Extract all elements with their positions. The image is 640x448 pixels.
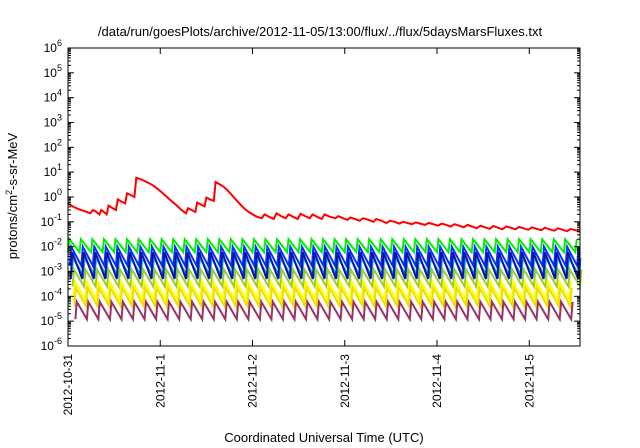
x-tick-label: 2012-11-2	[246, 354, 260, 408]
x-tick-label: 2012-11-1	[153, 354, 167, 408]
y-tick-label: 102	[44, 137, 62, 154]
y-tick-label: 10-4	[41, 286, 62, 303]
y-tick-label: 10-6	[41, 336, 62, 353]
series-layer	[67, 176, 583, 323]
x-tick-label: 2012-10-31	[61, 354, 75, 416]
series-line-1	[67, 236, 578, 255]
y-tick-label: 104	[44, 88, 62, 105]
x-tick-label: 2012-11-4	[430, 354, 444, 408]
y-tick-label: 105	[44, 63, 62, 80]
series-line-0	[67, 176, 581, 233]
series-line-4	[69, 251, 581, 280]
series-line-5	[71, 266, 583, 290]
axis-layer: 10-6 10-5 10-4 10-3 10-2 10-1 100 101 102 103 104 1…	[41, 38, 580, 415]
chart-title: /data/run/goesPlots/archive/2012-11-05/1…	[97, 24, 543, 39]
y-tick-label: 10-5	[41, 311, 62, 328]
series-line-8	[74, 298, 574, 323]
x-tick-label: 2012-11-5	[522, 354, 536, 408]
y-tick-label: 100	[44, 187, 62, 204]
x-axis-label: Coordinated Universal Time (UTC)	[224, 430, 424, 445]
y-tick-label: 106	[44, 38, 62, 55]
x-tick-label: 2012-11-3	[338, 354, 352, 408]
y-tick-label: 10-2	[41, 237, 62, 254]
y-tick-label: 10-3	[41, 262, 62, 279]
series-line-7	[73, 284, 573, 310]
y-tick-label: 10-1	[41, 212, 62, 229]
series-line-6	[72, 277, 572, 304]
series-line-2	[68, 243, 580, 270]
y-tick-label: 103	[44, 113, 62, 130]
y-tick-label: 101	[44, 162, 62, 179]
